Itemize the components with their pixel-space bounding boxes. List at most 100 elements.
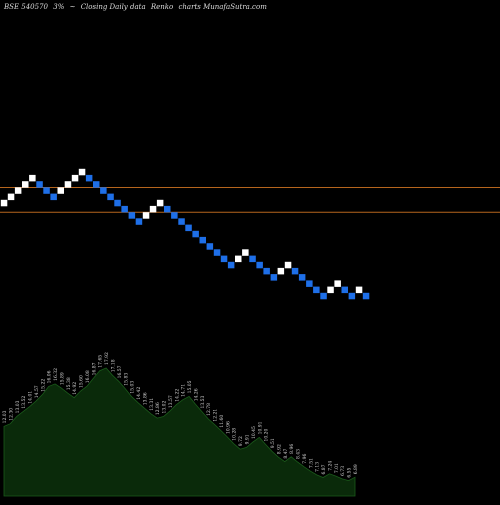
value-label: 14.92 — [72, 382, 78, 395]
value-label: 15.22 — [40, 379, 46, 392]
value-label: 15.38 — [66, 377, 72, 390]
chart-header: BSE 540570 3% ~ Closing Daily data Renko… — [4, 3, 270, 11]
value-label: 16.08 — [85, 370, 91, 383]
value-label: 6.73 — [340, 466, 346, 476]
renko-down-brick — [227, 261, 235, 269]
value-label: 12.78 — [206, 403, 212, 416]
renko-up-brick — [7, 193, 15, 201]
renko-down-brick — [114, 199, 121, 207]
value-label: 12.30 — [8, 408, 14, 421]
value-label: 13.57 — [168, 395, 174, 408]
renko-down-brick — [291, 267, 299, 275]
renko-down-brick — [171, 212, 178, 219]
value-label: 13.31 — [149, 398, 155, 411]
renko-up-brick — [327, 286, 334, 294]
renko-up-brick — [242, 249, 249, 256]
renko-down-brick — [178, 218, 185, 225]
value-label: 17.92 — [104, 352, 110, 365]
renko-down-brick — [313, 286, 320, 294]
symbol-text: BSE 540570 — [4, 3, 48, 11]
renko-up-brick — [57, 187, 64, 194]
renko-down-brick — [100, 187, 107, 194]
value-label: 10.96 — [225, 421, 231, 434]
value-area — [3, 367, 356, 497]
renko-down-brick — [306, 280, 313, 287]
renko-up-brick — [29, 174, 36, 182]
value-label: 7.13 — [315, 462, 321, 472]
renko-down-brick — [220, 255, 228, 263]
value-label: 7.24 — [328, 461, 334, 471]
renko-down-brick — [192, 230, 199, 238]
value-label: 14.71 — [181, 384, 187, 397]
value-label: 10.28 — [232, 428, 238, 441]
value-label: 13.53 — [200, 395, 206, 408]
renko-down-brick — [50, 193, 57, 201]
value-label: 10.20 — [264, 428, 270, 441]
value-label: 8.47 — [283, 448, 289, 458]
renko-down-brick — [128, 212, 136, 219]
renko-down-brick — [213, 249, 221, 256]
value-label: 15.05 — [187, 380, 193, 393]
value-label: 13.86 — [142, 392, 148, 405]
renko-up-brick — [156, 199, 164, 207]
value-label: 16.87 — [91, 362, 97, 375]
renko-down-brick — [206, 243, 214, 250]
value-label: 15.03 — [130, 381, 136, 394]
value-label: 8.96 — [289, 444, 295, 454]
value-label: 13.52 — [21, 396, 27, 409]
value-label: 10.91 — [257, 421, 263, 434]
reference-lines — [0, 187, 500, 213]
renko-bricks — [0, 168, 370, 300]
renko-down-brick — [93, 181, 100, 188]
value-label: 15.83 — [123, 373, 129, 386]
renko-up-brick — [78, 168, 86, 176]
value-label: 14.42 — [136, 387, 142, 400]
renko-down-brick — [298, 274, 306, 281]
value-label: 16.32 — [53, 368, 59, 381]
renko-down-brick — [135, 218, 143, 225]
value-label: 14.57 — [34, 385, 40, 398]
value-label: 13.02 — [162, 400, 168, 413]
value-label: 7.01 — [334, 463, 340, 473]
renko-up-brick — [22, 181, 29, 188]
value-label: 17.18 — [111, 359, 117, 372]
chart-kind-text: Renko — [150, 3, 174, 11]
renko-down-brick — [362, 292, 370, 300]
value-label: 15.60 — [79, 375, 85, 388]
source-text: charts MunafaSutra.com — [178, 3, 267, 11]
renko-down-brick — [199, 236, 206, 244]
renko-down-brick — [36, 181, 43, 188]
value-label: 6.89 — [353, 464, 359, 474]
value-label: 10.45 — [251, 426, 257, 439]
value-label: 14.22 — [174, 389, 180, 402]
renko-down-brick — [320, 292, 327, 300]
value-label: 13.03 — [15, 400, 21, 413]
value-label: 12.86 — [155, 402, 161, 415]
value-label: 14.26 — [194, 388, 200, 401]
renko-down-brick — [185, 224, 192, 232]
renko-up-brick — [355, 286, 363, 294]
renko-down-brick — [107, 193, 114, 201]
renko-up-brick — [149, 205, 157, 213]
renko-up-brick — [0, 199, 8, 207]
renko-down-brick — [256, 261, 263, 269]
renko-up-brick — [64, 181, 72, 188]
renko-up-brick — [71, 174, 79, 182]
value-label: 11.60 — [219, 415, 225, 428]
renko-down-brick — [263, 267, 270, 275]
value-label: 9.51 — [270, 438, 276, 448]
renko-up-brick — [277, 267, 285, 275]
value-label: 17.65 — [98, 355, 104, 368]
value-label: 14.01 — [28, 391, 34, 404]
value-label: 8.43 — [296, 449, 302, 459]
volume-area — [3, 367, 356, 497]
renko-down-brick — [270, 274, 278, 281]
renko-down-brick — [164, 205, 171, 213]
value-label: 6.55 — [347, 467, 353, 477]
value-label: 8.92 — [276, 444, 282, 454]
subtitle-text: Closing Daily data — [80, 3, 146, 11]
value-label: 9.91 — [245, 434, 251, 444]
value-label: 16.06 — [47, 370, 53, 383]
renko-up-brick — [334, 280, 341, 287]
